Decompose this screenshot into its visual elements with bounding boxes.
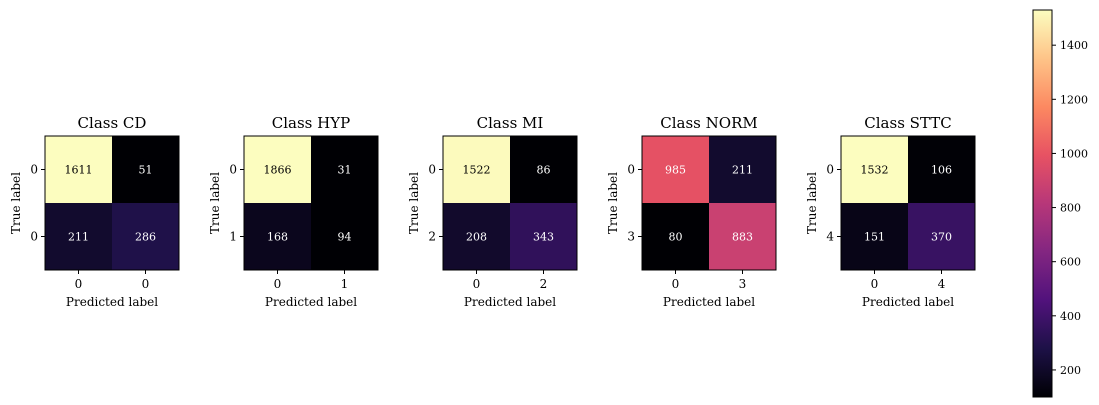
cell-value-label: 883: [732, 231, 753, 244]
panel-5: 1532 106 151 370 Class STTC 0 4 0 4 Predicted lab…: [805, 114, 976, 309]
cell-value-label: 168: [267, 231, 288, 244]
matrix-cell: [443, 136, 510, 203]
panel-title: Class STTC: [864, 114, 951, 132]
matrix-frame: [243, 135, 379, 271]
matrix-frame: [641, 135, 777, 271]
x-tick-label: 0: [142, 277, 150, 291]
matrix-cell: [841, 136, 908, 203]
panel-3: 1522 86 208 343 Class MI 0 2 0 2 Predicted label T…: [407, 114, 578, 309]
y-tick-label: 0: [428, 163, 436, 177]
matrix-cell: [642, 136, 709, 203]
y-tick-label: 3: [627, 230, 635, 244]
cell-value-label: 106: [931, 164, 952, 177]
cell-value-label: 208: [466, 231, 487, 244]
x-tick-label: 0: [473, 277, 481, 291]
matrix-cell: [45, 136, 112, 203]
matrix-cell: [709, 136, 776, 203]
y-axis-label: True label: [208, 172, 222, 234]
cell-value-label: 1532: [861, 164, 889, 177]
colorbar-frame: [1032, 9, 1053, 398]
x-tick-label: 4: [938, 277, 946, 291]
cell-value-label: 1611: [65, 164, 93, 177]
x-tick-label: 0: [672, 277, 680, 291]
cell-value-label: 985: [665, 164, 686, 177]
panel-2: 1866 31 168 94 Class HYP 0 1 0 1 Predicted label T…: [208, 114, 379, 309]
x-axis-label: Predicted label: [862, 295, 954, 309]
x-tick-label: 0: [871, 277, 879, 291]
panel-title: Class HYP: [272, 114, 350, 132]
x-tick-label: 2: [540, 277, 548, 291]
x-axis-label: Predicted label: [663, 295, 755, 309]
cell-value-label: 211: [732, 164, 753, 177]
matrix-cell: [510, 136, 577, 203]
y-tick-label: 0: [229, 163, 237, 177]
cell-value-label: 80: [669, 231, 683, 244]
colorbar-tick-label: 400: [1060, 310, 1081, 323]
matrix-cell: [244, 203, 311, 270]
colorbar-tick-label: 800: [1060, 202, 1081, 215]
matrix-cell: [510, 203, 577, 270]
y-tick-label: 0: [30, 163, 38, 177]
cell-value-label: 1866: [264, 164, 292, 177]
cell-value-label: 286: [135, 231, 156, 244]
panel-4: 985 211 80 883 Class NORM 0 3 0 3 Predicted label…: [606, 114, 777, 309]
matrix-frame: [44, 135, 180, 271]
colorbar-tick-label: 200: [1060, 364, 1081, 377]
matrix-cell: [709, 203, 776, 270]
y-tick-label: 0: [30, 230, 38, 244]
cell-value-label: 370: [931, 231, 952, 244]
matrix-cell: [311, 136, 378, 203]
matrix-cell: [45, 203, 112, 270]
colorbar-gradient: [1033, 10, 1052, 397]
cell-value-label: 211: [68, 231, 89, 244]
matrix-frame: [442, 135, 578, 271]
matrix-cell: [908, 136, 975, 203]
colorbar-tick-label: 1200: [1060, 93, 1088, 106]
cell-value-label: 94: [338, 231, 352, 244]
matrix-cell: [112, 203, 179, 270]
colorbar-tick-label: 600: [1060, 256, 1081, 269]
colorbar-tick-label: 1400: [1060, 39, 1088, 52]
cell-value-label: 51: [139, 164, 153, 177]
matrix-cell: [443, 203, 510, 270]
x-axis-label: Predicted label: [464, 295, 556, 309]
matrix-cell: [908, 203, 975, 270]
cell-value-label: 86: [537, 164, 551, 177]
y-tick-label: 0: [826, 163, 834, 177]
panel-title: Class CD: [78, 114, 147, 132]
cell-value-label: 151: [864, 231, 885, 244]
panel-title: Class MI: [477, 114, 544, 132]
x-tick-label: 3: [739, 277, 747, 291]
x-axis-label: Predicted label: [265, 295, 357, 309]
matrix-cell: [244, 136, 311, 203]
y-axis-label: True label: [805, 172, 819, 234]
matrix-cell: [311, 203, 378, 270]
y-tick-label: 0: [627, 163, 635, 177]
cell-value-label: 343: [533, 231, 554, 244]
x-axis-label: Predicted label: [66, 295, 158, 309]
x-tick-label: 0: [75, 277, 83, 291]
cell-value-label: 31: [338, 164, 352, 177]
colorbar-tick-label: 1000: [1060, 147, 1088, 160]
matrix-cell: [112, 136, 179, 203]
x-tick-label: 1: [341, 277, 349, 291]
cell-value-label: 1522: [463, 164, 491, 177]
y-tick-label: 1: [229, 230, 237, 244]
y-tick-label: 4: [826, 230, 834, 244]
y-axis-label: True label: [9, 172, 23, 234]
y-tick-label: 2: [428, 230, 436, 244]
matrix-frame: [840, 135, 976, 271]
matrix-cell: [642, 203, 709, 270]
panel-title: Class NORM: [660, 114, 757, 132]
y-axis-label: True label: [407, 172, 421, 234]
panel-1: 1611 51 211 286 Class CD 0 0 0 0 Predicted label T…: [9, 114, 180, 309]
colorbar: 200 400 600 800 1000 1200 1400: [1032, 9, 1088, 398]
matrix-cell: [841, 203, 908, 270]
x-tick-label: 0: [274, 277, 282, 291]
y-axis-label: True label: [606, 172, 620, 234]
